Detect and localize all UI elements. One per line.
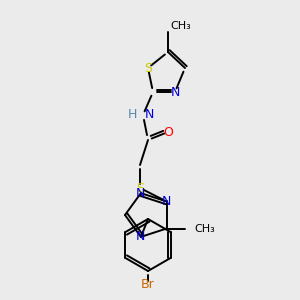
Text: S: S xyxy=(144,61,152,74)
Text: H: H xyxy=(128,109,137,122)
Text: N: N xyxy=(170,85,180,98)
Text: N: N xyxy=(136,230,146,243)
Text: CH₃: CH₃ xyxy=(170,21,191,31)
Text: S: S xyxy=(136,182,144,194)
Text: O: O xyxy=(163,125,173,139)
Text: N: N xyxy=(136,187,146,200)
Text: CH₃: CH₃ xyxy=(195,224,215,233)
Text: Br: Br xyxy=(141,278,155,292)
Text: N: N xyxy=(145,109,154,122)
Text: N: N xyxy=(162,195,171,208)
